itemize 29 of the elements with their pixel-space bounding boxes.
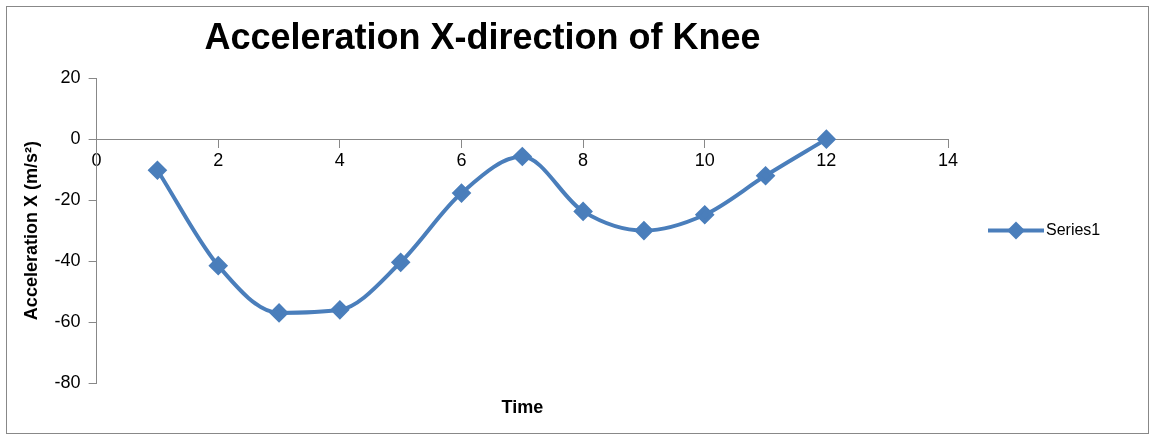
x-tick-label: 6 <box>456 149 467 170</box>
y-tick-label: -60 <box>54 311 81 332</box>
point <box>148 161 167 180</box>
point <box>513 147 532 166</box>
x-tick-label: 14 <box>937 149 959 170</box>
x-tick-label: 2 <box>213 149 224 170</box>
point <box>209 256 228 275</box>
point <box>574 202 593 221</box>
point <box>756 166 775 185</box>
point <box>695 205 714 224</box>
x-tick-label: 10 <box>694 149 715 170</box>
x-tick-label: 8 <box>578 149 589 170</box>
point <box>634 221 653 240</box>
point <box>270 303 289 322</box>
y-tick-label: -20 <box>54 189 81 210</box>
chart-title: Acceleration X-direction of Knee <box>204 15 761 57</box>
legend-label: Series1 <box>1046 221 1101 239</box>
y-axis-title: Acceleration X (m/s²) <box>20 141 41 321</box>
y-tick-label: -80 <box>54 371 81 392</box>
x-tick-label: 12 <box>816 149 837 170</box>
y-tick-label: 20 <box>60 67 81 88</box>
point <box>452 184 471 203</box>
y-tick-label: -40 <box>54 250 81 271</box>
y-tick-label: 0 <box>70 128 81 149</box>
point <box>817 130 836 149</box>
x-axis-title: Time <box>501 396 544 417</box>
point <box>330 300 349 319</box>
x-tick-label: 4 <box>334 149 345 170</box>
point <box>391 253 410 272</box>
